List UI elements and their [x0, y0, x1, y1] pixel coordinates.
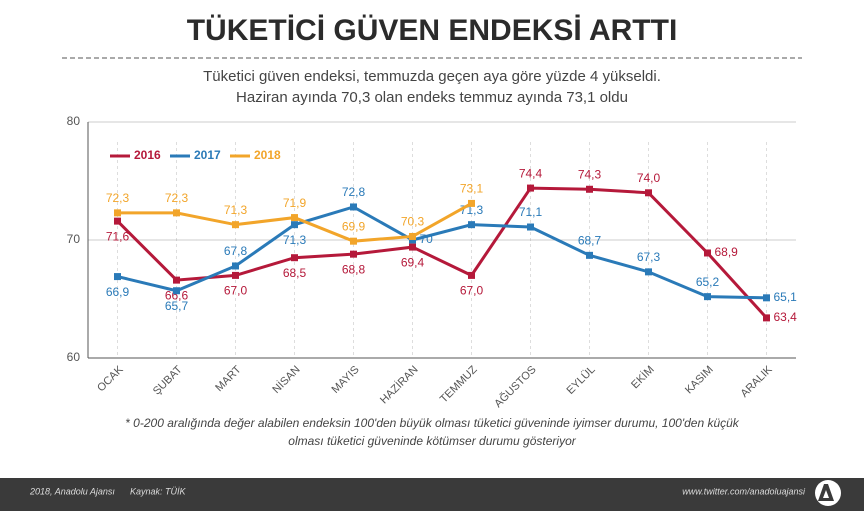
- y-tick-label: 60: [67, 350, 81, 364]
- value-label: 74,3: [578, 167, 602, 181]
- value-label: 67,3: [637, 250, 661, 264]
- value-label: 68,9: [715, 245, 739, 259]
- value-label: 71,9: [283, 196, 307, 210]
- point: [645, 189, 652, 197]
- y-tick-label: 80: [67, 114, 81, 128]
- series-line: [117, 205, 767, 300]
- point: [291, 221, 298, 229]
- value-label: 72,3: [165, 191, 189, 205]
- legend-label: 2017: [194, 148, 221, 162]
- value-label: 71,3: [283, 233, 307, 247]
- value-label: 67,8: [224, 244, 248, 258]
- value-label: 71,6: [106, 229, 130, 243]
- point: [763, 294, 770, 302]
- y-tick-label: 70: [67, 232, 81, 246]
- footer-bar: [0, 478, 864, 511]
- subtitle: Tüketici güven endeksi, temmuzda geçen a…: [203, 68, 661, 85]
- point: [350, 237, 357, 245]
- chart-title: TÜKETİCİ GÜVEN ENDEKSİ ARTTI: [187, 14, 678, 47]
- point: [291, 214, 298, 222]
- point: [114, 217, 121, 225]
- logo: [815, 480, 841, 506]
- footer-url: www.twitter.com/anadoluajansi: [682, 486, 806, 496]
- value-label: 72,8: [342, 185, 366, 199]
- value-label: 70,3: [401, 215, 425, 229]
- value-label: 63,4: [774, 310, 798, 324]
- point: [645, 268, 652, 276]
- value-label: 71,1: [519, 205, 543, 219]
- point: [704, 293, 711, 301]
- point: [468, 221, 475, 229]
- point: [409, 232, 416, 240]
- value-label: 74,0: [637, 171, 661, 185]
- point: [173, 287, 180, 295]
- value-label: 68,7: [578, 234, 602, 248]
- point: [468, 199, 475, 207]
- value-label: 68,5: [283, 266, 307, 280]
- point: [704, 249, 711, 257]
- point: [114, 273, 121, 281]
- point: [173, 209, 180, 217]
- footnote: olması tüketici güveninde kötümser durum…: [288, 434, 576, 448]
- legend-label: 2016: [134, 148, 161, 162]
- point: [409, 236, 416, 244]
- value-label: 65,1: [774, 290, 798, 304]
- point: [291, 254, 298, 262]
- value-label: 73,1: [460, 182, 484, 196]
- value-label: 67,0: [224, 284, 248, 298]
- point: [114, 209, 121, 217]
- point: [232, 221, 239, 229]
- value-label: 66,6: [165, 288, 189, 302]
- point: [173, 276, 180, 284]
- legend-label: 2018: [254, 148, 281, 162]
- value-label: 65,7: [165, 299, 189, 313]
- point: [586, 251, 593, 259]
- value-label: 71,3: [224, 203, 248, 217]
- value-label: 67,0: [460, 284, 484, 298]
- footer-credit: 2018, Anadolu Ajansı: [29, 486, 115, 496]
- series-line: [116, 186, 768, 319]
- value-label: 65,2: [696, 275, 720, 289]
- value-label: 66,9: [106, 285, 130, 299]
- point: [409, 243, 416, 251]
- point: [763, 314, 770, 322]
- point: [350, 250, 357, 258]
- value-label: 70: [420, 232, 434, 246]
- footnote: * 0-200 aralığında değer alabilen endeks…: [125, 416, 740, 430]
- value-label: 69,4: [401, 255, 425, 269]
- point: [527, 184, 534, 192]
- value-label: 68,8: [342, 262, 366, 276]
- point: [586, 185, 593, 193]
- point: [468, 271, 475, 279]
- point: [527, 223, 534, 231]
- value-label: 74,4: [519, 166, 543, 180]
- footer-source: Kaynak: TÜİK: [130, 486, 187, 496]
- point: [232, 271, 239, 279]
- point: [350, 203, 357, 211]
- subtitle: Haziran ayında 70,3 olan endeks temmuz a…: [236, 89, 628, 106]
- point: [232, 262, 239, 270]
- value-label: 69,9: [342, 219, 366, 233]
- value-label: 72,3: [106, 191, 130, 205]
